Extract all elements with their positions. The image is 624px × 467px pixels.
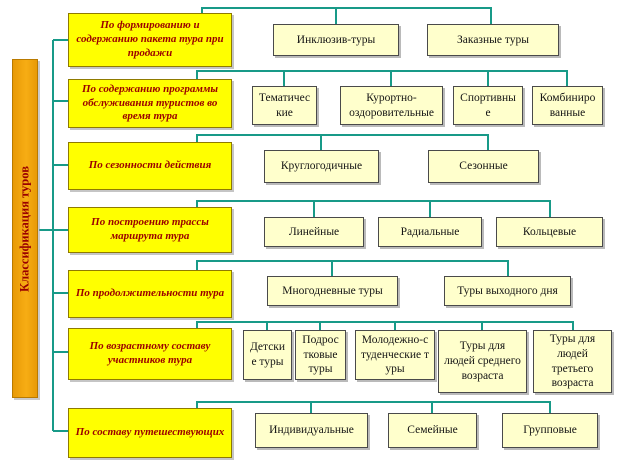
sidebar-label: Классификация туров (17, 165, 32, 292)
child-box: Молодежно-студенческие туры (355, 330, 435, 380)
child-box: Круглогодичные (264, 150, 379, 183)
classification-sidebar: Классификация туров (12, 59, 38, 398)
child-box: Сезонные (428, 150, 539, 183)
category-box-duration: По продолжительности тура (68, 270, 232, 318)
child-box: Радиальные (378, 217, 482, 247)
category-box-formation: По формированию и содержанию пакета тура… (68, 13, 232, 67)
child-box: Семейные (388, 413, 477, 448)
child-box: Детские туры (243, 330, 292, 380)
child-box: Инклюзив-туры (273, 24, 399, 56)
category-box-seasonality: По сезонности действия (68, 142, 232, 190)
child-box: Линейные (264, 217, 364, 247)
child-box: Заказные туры (427, 24, 559, 56)
child-box: Групповые (502, 413, 598, 448)
child-box: Индивидуальные (255, 413, 368, 448)
child-box: Комбинированные (532, 86, 603, 125)
child-box: Туры выходного дня (444, 276, 571, 306)
child-box: Туры для людей третьего возраста (533, 330, 612, 393)
child-box: Курортно-оздоровительные (340, 86, 443, 125)
child-box: Кольцевые (496, 217, 603, 247)
category-box-route: По построению трассы маршрута тура (68, 207, 232, 253)
child-box: Спортивные (453, 86, 523, 125)
category-box-age: По возрастному составу участников тура (68, 328, 232, 380)
category-box-program: По содержанию программы обслуживания тур… (68, 79, 232, 128)
child-box: Подростковые туры (295, 330, 346, 380)
child-box: Многодневные туры (267, 276, 398, 306)
child-box: Тематические (252, 86, 317, 125)
child-box: Туры для людей среднего возраста (438, 330, 527, 393)
category-box-composition: По составу путешествующих (68, 408, 232, 458)
